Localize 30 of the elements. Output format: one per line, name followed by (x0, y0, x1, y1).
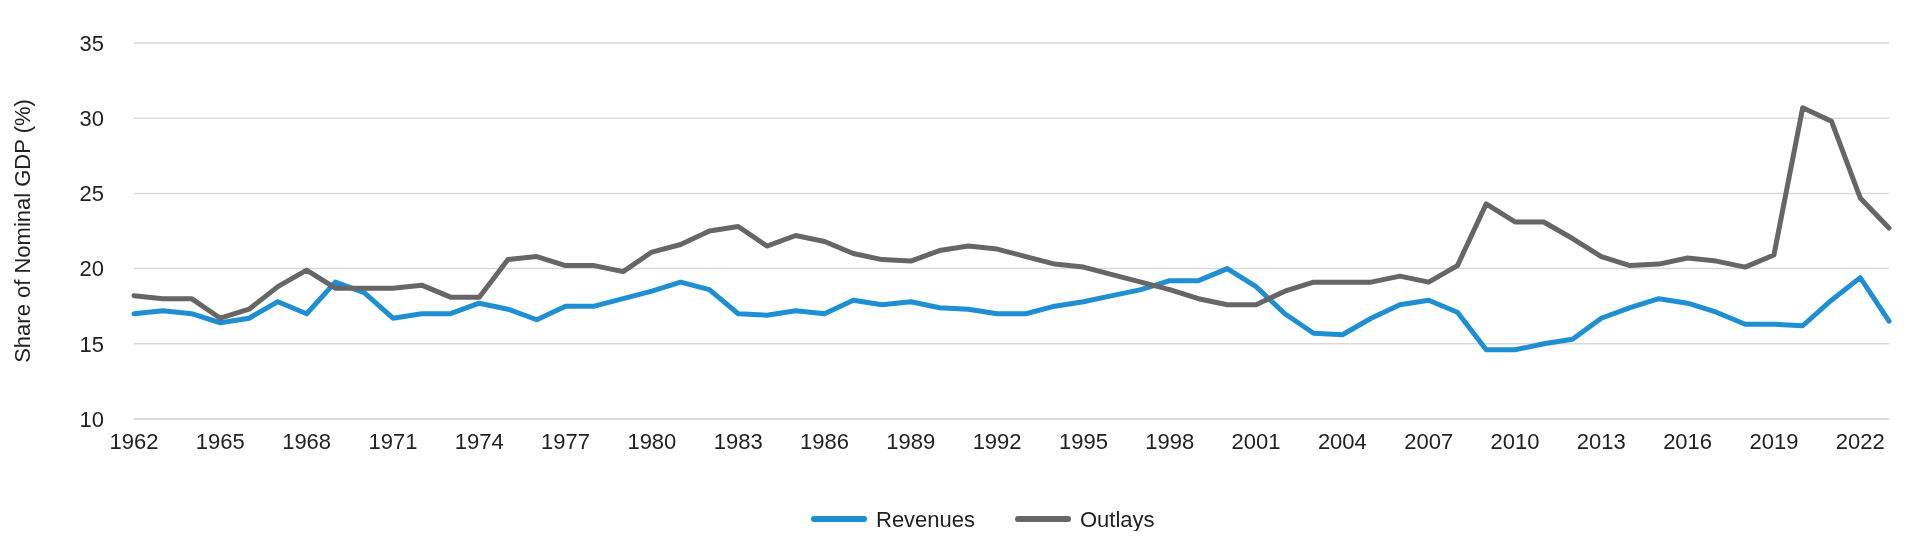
y-axis-title: Share of Nominal GDP (%) (10, 99, 35, 363)
x-tick-label: 2016 (1663, 429, 1713, 454)
y-tick-label: 35 (79, 30, 104, 56)
x-tick-label: 2007 (1404, 429, 1454, 454)
x-tick-label: 1986 (800, 429, 849, 454)
y-tick-label: 15 (79, 331, 104, 357)
y-tick-label: 30 (79, 105, 104, 131)
x-tick-label: 2004 (1317, 429, 1367, 454)
x-tick-label: 2001 (1231, 429, 1281, 454)
x-tick-label: 1965 (195, 429, 245, 454)
x-tick-label: 1974 (454, 429, 504, 454)
y-tick-label: 25 (79, 181, 104, 207)
x-tick-label: 1992 (972, 429, 1022, 454)
x-tick-label: 1989 (886, 429, 936, 454)
x-tick-label: 1968 (282, 429, 332, 454)
x-tick-label: 1980 (627, 429, 677, 454)
x-tick-label: 1977 (541, 429, 591, 454)
x-tick-label: 1971 (368, 429, 418, 454)
legend-label: Outlays (1080, 506, 1155, 532)
x-tick-label: 2013 (1576, 429, 1626, 454)
y-tick-label: 10 (79, 406, 104, 432)
x-tick-label: 1995 (1058, 429, 1108, 454)
x-tick-label: 1983 (713, 429, 763, 454)
x-tick-label: 2019 (1749, 429, 1799, 454)
legend-label: Revenues (876, 506, 976, 532)
y-tick-label: 20 (79, 256, 104, 282)
x-tick-label: 1998 (1145, 429, 1195, 454)
x-tick-label: 2010 (1490, 429, 1540, 454)
x-tick-label: 1962 (109, 429, 159, 454)
x-tick-label: 2022 (1835, 429, 1885, 454)
